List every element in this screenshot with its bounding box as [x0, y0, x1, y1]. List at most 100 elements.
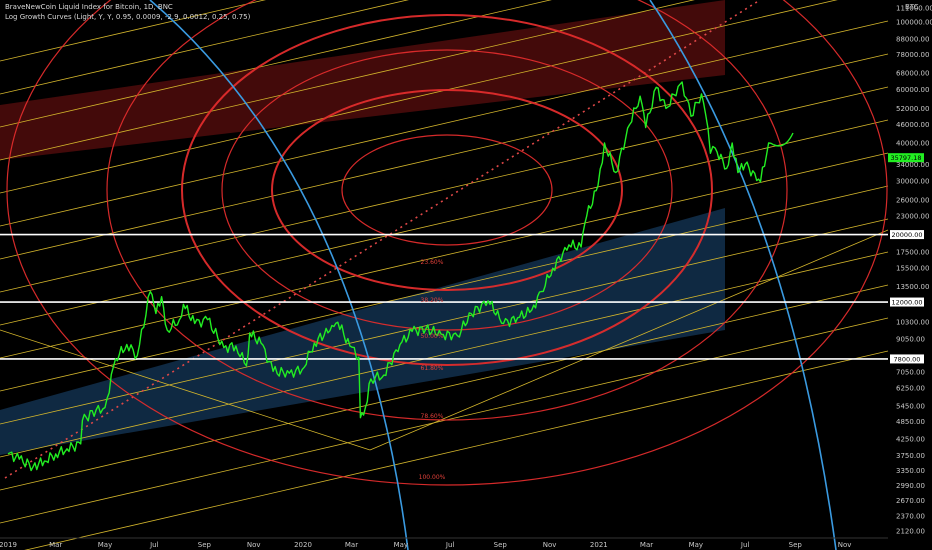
growth-line	[0, 0, 695, 161]
time-arc	[649, 0, 837, 550]
y-tick-label: 68000.00	[896, 69, 929, 77]
growth-line	[0, 329, 371, 451]
x-tick-label: Mar	[49, 541, 62, 549]
y-tick-label: 34000.00	[896, 161, 929, 169]
growth-line	[369, 229, 889, 451]
last-price-label: 35797.18	[890, 154, 921, 162]
fib-labels: 23.60% 38.20% 50.00% 61.80% 78.60% 100.00%	[419, 259, 446, 481]
x-tick-label: Sep	[789, 541, 803, 549]
fib-time-arcs	[149, 0, 837, 550]
horizontal-line-label-box	[890, 297, 924, 307]
growth-line	[0, 0, 552, 128]
horizontal-line-label: 7800.00	[894, 355, 921, 363]
growth-line	[0, 284, 889, 491]
fib-ellipse	[271, 89, 623, 291]
price-series	[7, 81, 794, 472]
legend-title: BraveNewCoin Liquid Index for Bitcoin, 1…	[5, 3, 173, 11]
y-tick-label: 2990.00	[896, 482, 925, 490]
y-tick-label: 2670.00	[896, 497, 925, 505]
x-tick-label: Nov	[543, 541, 557, 549]
last-price-box	[888, 153, 924, 163]
growth-line	[24, 350, 889, 550]
x-tick-label: Jul	[740, 541, 750, 549]
x-tick-label: May	[98, 541, 112, 549]
y-tick-label: 100000.00	[896, 18, 932, 26]
fib-label: 23.60%	[421, 259, 444, 266]
fib-circles	[6, 0, 888, 486]
y-tick-label: 30000.00	[896, 177, 929, 185]
y-tick-label: 40000.00	[896, 139, 929, 147]
y-tick-label: 23000.00	[896, 213, 929, 221]
x-tick-label: Sep	[198, 541, 212, 549]
red-channel	[0, 0, 725, 160]
y-tick-label: 111000.00	[896, 5, 932, 13]
price-line	[7, 81, 774, 472]
y-tick-label: 13500.00	[896, 283, 929, 291]
y-tick-label: 5450.00	[896, 403, 925, 411]
y-tick-label: 3750.00	[896, 452, 925, 460]
fib-label: 61.80%	[421, 365, 444, 372]
y-tick-label: 46000.00	[896, 121, 929, 129]
growth-line	[0, 20, 889, 227]
growth-line	[0, 185, 889, 392]
blue-channel	[0, 208, 725, 455]
fib-label: 100.00%	[419, 474, 446, 481]
x-tick-label: 2020	[294, 541, 312, 549]
horizontal-line-label-box	[890, 354, 924, 364]
x-tick-label: Jul	[445, 541, 455, 549]
y-tick-label: 17500.00	[896, 249, 929, 257]
x-tick-label: 2021	[590, 541, 608, 549]
growth-line	[0, 218, 889, 425]
price-line-tail	[773, 132, 794, 147]
y-tick-label: 7050.00	[896, 369, 925, 377]
y-tick-label: 60000.00	[896, 86, 929, 94]
y-tick-label: 2120.00	[896, 527, 925, 535]
y-tick-label: 4850.00	[896, 418, 925, 426]
y-tick-label: 15500.00	[896, 265, 929, 273]
y-tick-label: 9050.00	[896, 336, 925, 344]
y-tick-label: 10300.00	[896, 319, 929, 327]
growth-line	[0, 152, 889, 359]
symbol-label: BTC	[905, 3, 919, 11]
x-tick-label: Mar	[345, 541, 358, 549]
legend-indicator: Log Growth Curves (Light, Y, Y, 0.95, 0.…	[5, 13, 251, 21]
growth-line	[0, 0, 267, 62]
background-drawings	[0, 0, 725, 455]
growth-line	[0, 251, 889, 458]
x-tick-label: Mar	[640, 541, 653, 549]
fib-label: 78.60%	[421, 413, 444, 420]
x-tick-label: May	[689, 541, 703, 549]
fib-ellipse	[181, 14, 713, 366]
y-tick-label: 78000.00	[896, 51, 929, 59]
x-tick-label: May	[394, 541, 408, 549]
x-tick-label: Jul	[149, 541, 159, 549]
horizontal-line-label: 12000.00	[891, 298, 922, 306]
x-tick-label: Nov	[247, 541, 261, 549]
horizontal-line-label-box	[890, 230, 924, 240]
growth-line	[0, 53, 889, 260]
y-tick-label: 4250.00	[896, 436, 925, 444]
y-tick-label: 3350.00	[896, 467, 925, 475]
axes: 35797.18 111000.00 100000.00 88000.00 78000.…	[0, 3, 932, 549]
x-tick-label: Nov	[838, 541, 852, 549]
x-tick-label: 2019	[0, 541, 17, 549]
x-tick-label: Sep	[494, 541, 508, 549]
trend-dotted-line	[4, 0, 761, 479]
y-tick-label: 2370.00	[896, 513, 925, 521]
y-tick-label: 88000.00	[896, 35, 929, 43]
fib-ellipse	[221, 49, 673, 331]
fib-ellipse	[6, 0, 888, 486]
growth-line	[0, 0, 409, 95]
time-arc	[149, 0, 409, 550]
y-tick-label: 52000.00	[896, 105, 929, 113]
y-tick-label: 6250.00	[896, 385, 925, 393]
horizontal-line-label: 20000.00	[891, 231, 922, 239]
fib-label: 50.00%	[421, 333, 444, 340]
fib-ellipse	[106, 0, 788, 421]
fib-ellipse	[341, 134, 553, 246]
fib-label: 38.20%	[421, 297, 444, 304]
y-tick-label: 26000.00	[896, 196, 929, 204]
growth-line	[0, 86, 889, 293]
